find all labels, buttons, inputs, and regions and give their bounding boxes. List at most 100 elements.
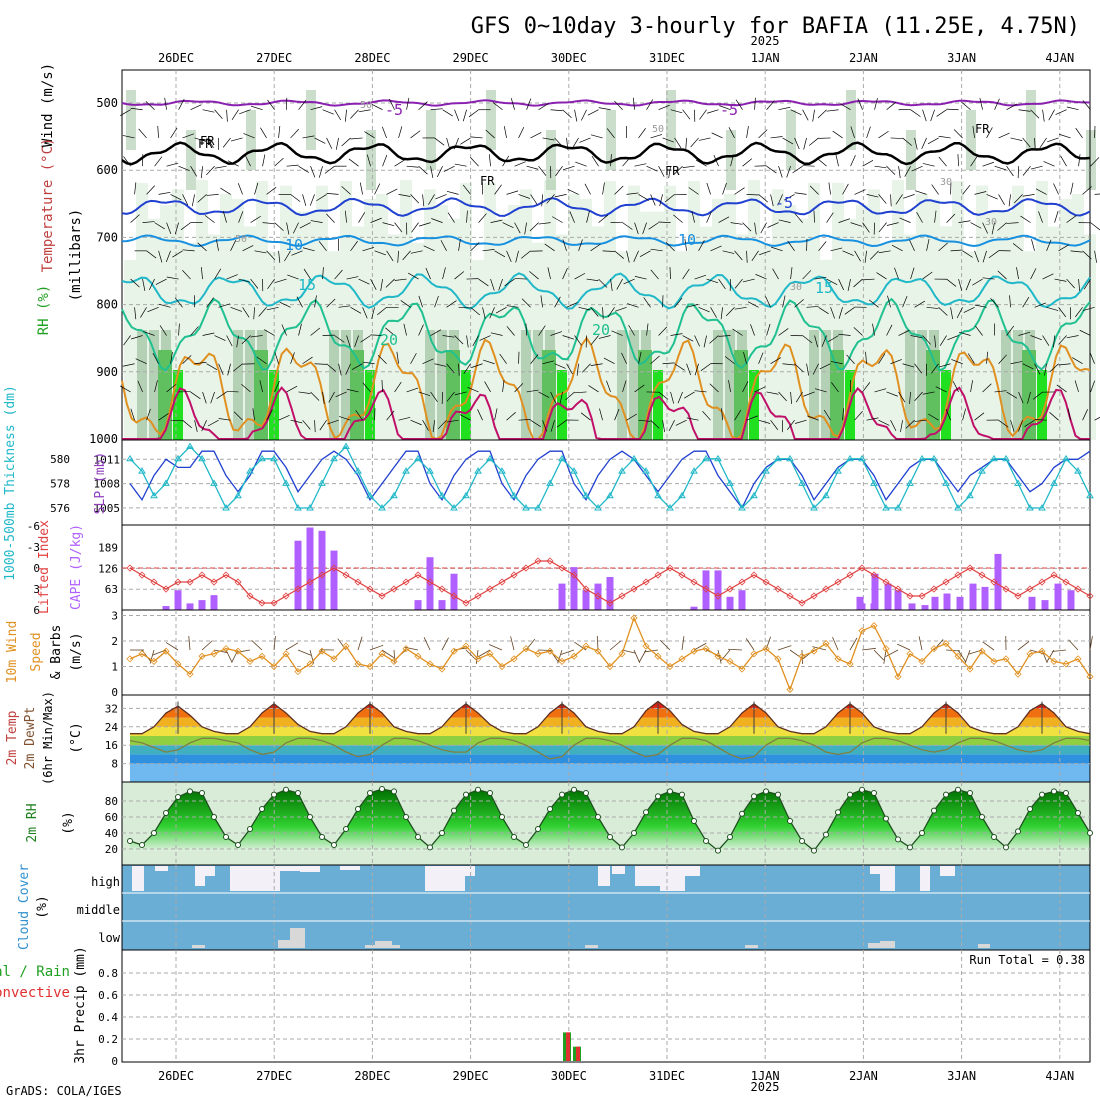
wind-barb <box>251 640 263 651</box>
rh-shade <box>664 185 676 440</box>
wind-barb <box>650 419 660 429</box>
thickness-point <box>654 491 662 499</box>
wind-barb <box>506 250 512 263</box>
wind-barb <box>751 250 759 261</box>
wind-point <box>1002 655 1010 663</box>
wind-barb <box>178 98 185 110</box>
wind-barb <box>526 389 539 393</box>
wind-point <box>1086 673 1094 681</box>
wind-barb <box>377 355 387 364</box>
wind-barb <box>290 419 303 424</box>
wind-barb <box>742 158 753 167</box>
top-date-label: 30DEC <box>551 51 587 65</box>
rh-shade <box>280 185 292 440</box>
rh-point <box>163 810 169 816</box>
rh-point <box>391 788 397 795</box>
top-date-label: 31DEC <box>649 51 685 65</box>
wind-point <box>138 650 146 658</box>
contour-label: 10 <box>678 231 696 249</box>
rh-shade <box>629 330 639 440</box>
wind-barb <box>998 354 1007 364</box>
wind-barb <box>158 191 171 195</box>
wind-barb <box>1046 306 1059 311</box>
wind-barb <box>598 278 608 288</box>
wind-barb <box>190 165 198 177</box>
wind-barb <box>812 109 815 122</box>
cape-bar <box>1028 596 1036 610</box>
li-point <box>1026 585 1034 593</box>
cape-bar <box>981 586 989 610</box>
wind-barb <box>677 391 683 404</box>
wind-barb <box>795 391 803 403</box>
bottom-date-label: 26DEC <box>158 1069 194 1083</box>
wind-barb <box>338 305 351 308</box>
wind-barb <box>878 250 891 254</box>
wind-barb <box>957 154 959 167</box>
wind-point <box>390 657 398 665</box>
wind-barb <box>850 126 855 139</box>
wind-barb <box>201 640 213 651</box>
contour-label: 30 <box>940 177 952 188</box>
wind-point <box>450 647 458 655</box>
rh-shade <box>830 350 846 440</box>
wind-barb <box>786 166 791 178</box>
wind-barb <box>398 194 411 197</box>
thickness-point <box>306 504 314 511</box>
wind-barb <box>328 391 335 403</box>
rh-shade <box>606 110 616 170</box>
wind-barb <box>634 163 647 167</box>
li-point <box>798 599 806 607</box>
wind-barb <box>975 325 983 336</box>
wind-barb <box>998 194 1005 205</box>
wind-barb <box>514 383 524 393</box>
rh-shade <box>546 130 556 190</box>
wind-barb <box>936 109 947 117</box>
wind-barb <box>706 182 711 195</box>
pressure-level-label: 900 <box>96 365 118 379</box>
wind-barb <box>286 385 298 393</box>
wind-point <box>1026 650 1034 658</box>
wind-barb <box>826 278 838 286</box>
wind-barb <box>862 160 874 167</box>
wind-barb <box>386 410 395 421</box>
rh-shade <box>786 110 796 170</box>
wind-barb <box>506 412 516 421</box>
rh-shade <box>365 370 375 440</box>
li-tick: 6 <box>33 604 40 617</box>
wind-barb <box>626 250 630 263</box>
wind-barb <box>525 638 536 651</box>
li-point <box>198 571 206 579</box>
wind-point <box>714 652 722 660</box>
wind-barb <box>1018 109 1031 112</box>
li-point <box>606 599 614 607</box>
wind-point <box>762 645 770 653</box>
wind-barb <box>758 129 768 139</box>
wind-barb <box>997 270 1007 280</box>
wind-barb <box>699 109 707 120</box>
wind-barb <box>694 335 700 347</box>
wind-barb <box>580 412 591 421</box>
wind-barb <box>842 408 844 421</box>
temp-label: 2m Temp <box>5 710 20 765</box>
wind-barb <box>482 307 486 320</box>
temperature-contour <box>121 99 1091 107</box>
wind-barb <box>350 109 359 119</box>
wind-point <box>1038 647 1046 655</box>
precip-tick: 0.2 <box>98 1033 118 1046</box>
wind-barb <box>510 636 515 651</box>
wind-barb <box>236 335 239 348</box>
rh-point <box>283 786 289 793</box>
rh-shade <box>638 350 654 440</box>
wind-barb <box>926 306 939 309</box>
rh-shade <box>1072 193 1084 440</box>
wind-barb <box>650 194 656 206</box>
wind-barb <box>302 419 311 430</box>
wind-barb <box>546 194 555 204</box>
wind-barb <box>314 420 316 433</box>
wind-barb <box>274 380 280 393</box>
thickness-point <box>354 467 362 474</box>
wind-barb <box>1075 127 1083 139</box>
contour-label: 50 <box>652 124 664 135</box>
thickness-point <box>1014 479 1022 486</box>
